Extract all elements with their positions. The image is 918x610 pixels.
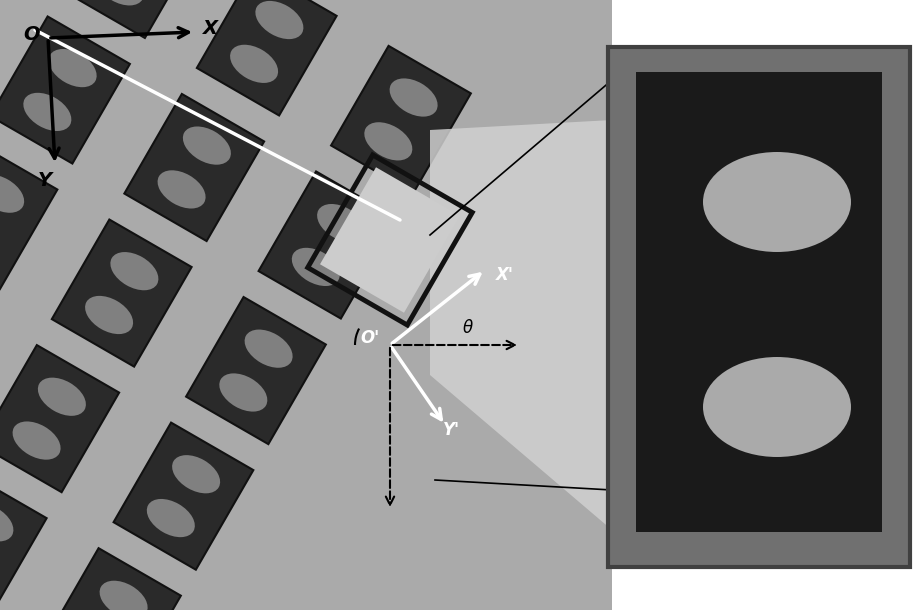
Text: Y: Y bbox=[38, 171, 52, 190]
Polygon shape bbox=[259, 171, 398, 318]
Text: O': O' bbox=[361, 329, 380, 347]
Ellipse shape bbox=[389, 79, 438, 117]
Polygon shape bbox=[430, 120, 612, 530]
Ellipse shape bbox=[244, 329, 293, 368]
Text: X: X bbox=[203, 18, 218, 37]
Ellipse shape bbox=[13, 422, 61, 460]
Ellipse shape bbox=[49, 49, 96, 87]
Ellipse shape bbox=[317, 204, 365, 242]
Text: θ: θ bbox=[463, 319, 473, 337]
Ellipse shape bbox=[703, 357, 851, 457]
Polygon shape bbox=[0, 16, 129, 163]
Polygon shape bbox=[636, 72, 882, 532]
Ellipse shape bbox=[158, 170, 206, 209]
Polygon shape bbox=[331, 46, 471, 193]
Ellipse shape bbox=[219, 373, 267, 412]
Polygon shape bbox=[320, 167, 460, 313]
Polygon shape bbox=[0, 471, 47, 610]
Ellipse shape bbox=[0, 174, 24, 213]
Polygon shape bbox=[0, 345, 119, 492]
Text: O: O bbox=[24, 26, 40, 45]
Polygon shape bbox=[124, 94, 264, 241]
Ellipse shape bbox=[230, 45, 278, 83]
Polygon shape bbox=[114, 423, 253, 570]
Ellipse shape bbox=[85, 296, 133, 334]
Text: Y': Y' bbox=[443, 421, 461, 439]
Ellipse shape bbox=[292, 248, 340, 286]
Polygon shape bbox=[0, 142, 58, 289]
Ellipse shape bbox=[255, 1, 303, 39]
Polygon shape bbox=[0, 0, 612, 610]
Ellipse shape bbox=[38, 378, 86, 416]
Polygon shape bbox=[196, 0, 337, 115]
Ellipse shape bbox=[172, 455, 220, 493]
Ellipse shape bbox=[23, 93, 72, 131]
Polygon shape bbox=[62, 0, 202, 38]
Text: X': X' bbox=[496, 266, 514, 284]
Ellipse shape bbox=[95, 0, 144, 5]
Ellipse shape bbox=[110, 252, 159, 290]
Ellipse shape bbox=[364, 122, 412, 160]
Ellipse shape bbox=[0, 503, 14, 542]
Polygon shape bbox=[186, 297, 326, 444]
Ellipse shape bbox=[147, 499, 195, 537]
Ellipse shape bbox=[100, 581, 148, 610]
Ellipse shape bbox=[183, 126, 231, 165]
Polygon shape bbox=[41, 548, 181, 610]
Polygon shape bbox=[608, 47, 910, 567]
Ellipse shape bbox=[703, 152, 851, 252]
Polygon shape bbox=[51, 220, 192, 367]
